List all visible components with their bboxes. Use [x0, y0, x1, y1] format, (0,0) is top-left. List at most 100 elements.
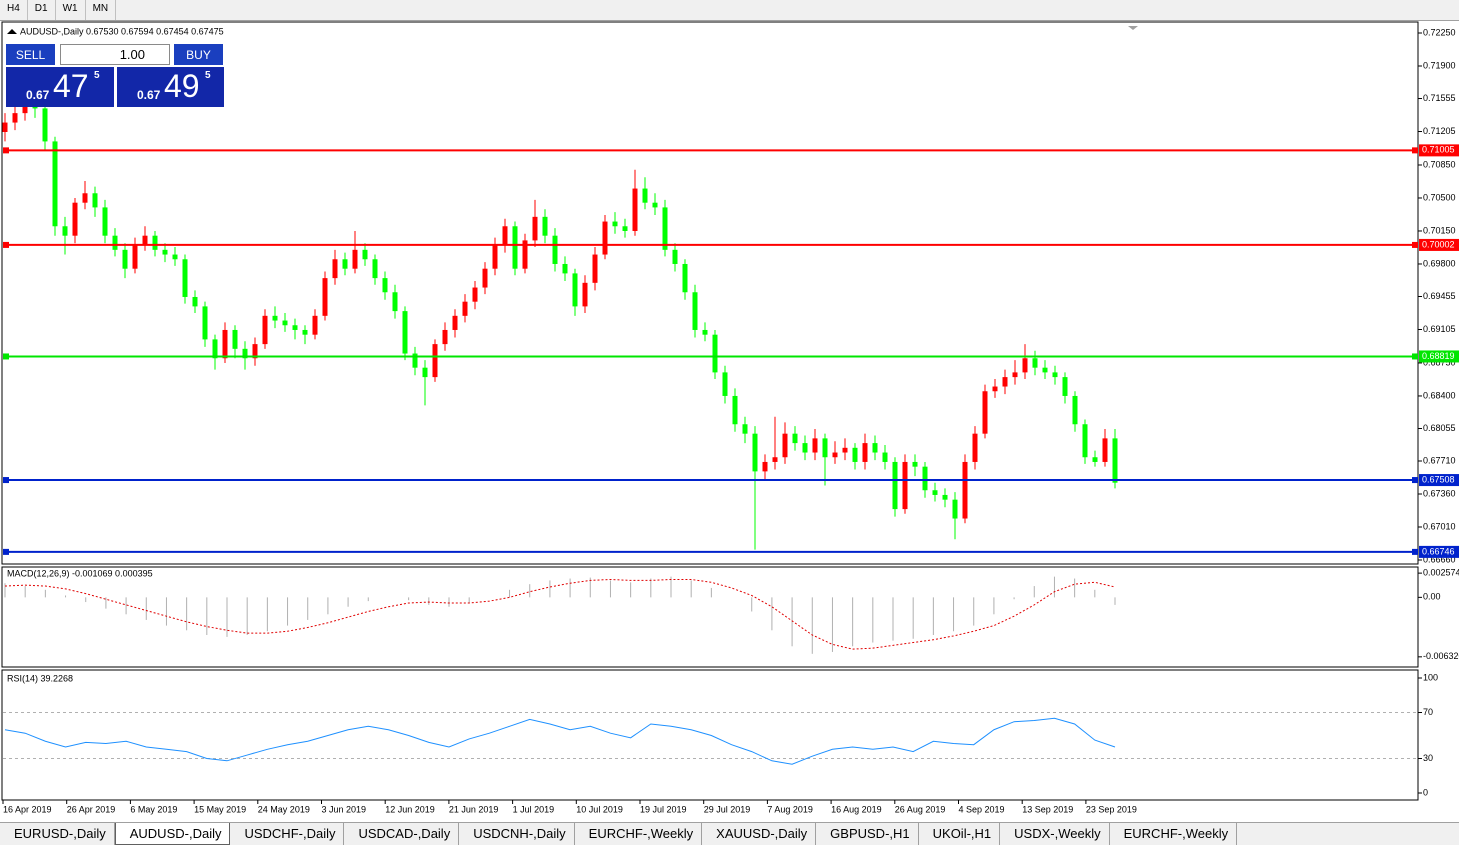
- candle-body: [42, 108, 48, 142]
- level-label-bg: [1419, 238, 1459, 251]
- y-tick-label: 0.70850: [1423, 159, 1456, 169]
- symbol-tab[interactable]: AUDUSD-,Daily: [114, 823, 231, 845]
- candle-body: [162, 249, 168, 255]
- timeframe-tab[interactable]: H4: [0, 0, 28, 20]
- candle-body: [522, 240, 528, 269]
- level-handle: [1412, 477, 1418, 484]
- timeframe-tab[interactable]: D1: [28, 0, 56, 20]
- lot-input[interactable]: 1.00: [60, 44, 170, 65]
- level-handle: [3, 147, 9, 154]
- candle-body: [1112, 438, 1118, 483]
- candle-body: [222, 329, 228, 359]
- candle-body: [172, 254, 178, 260]
- candle-body: [572, 273, 578, 307]
- candle-body: [462, 301, 468, 316]
- buy-button[interactable]: BUY: [174, 44, 223, 65]
- candle-body: [52, 141, 58, 227]
- candle-body: [612, 221, 618, 227]
- macd-signal: [4, 578, 1116, 650]
- candle-body: [422, 367, 428, 378]
- x-tick-label: 16 Aug 2019: [831, 804, 882, 814]
- candle-body: [932, 490, 938, 495]
- symbol-tab[interactable]: EURCHF-,Weekly: [575, 823, 703, 845]
- candle-body: [532, 216, 538, 241]
- candle-body: [562, 263, 568, 274]
- x-tick-label: 15 May 2019: [194, 804, 246, 814]
- symbol-tab[interactable]: EURCHF-,Weekly: [1110, 823, 1238, 845]
- macd-pane: [1, 566, 1419, 668]
- candle-body: [12, 113, 18, 123]
- symbol-tab[interactable]: GBPUSD-,H1: [816, 823, 919, 845]
- symbol-tab[interactable]: USDCAD-,Daily: [344, 823, 460, 845]
- candle-body: [72, 202, 78, 236]
- y-tick-label: 0.71205: [1423, 126, 1456, 136]
- candle-body: [662, 207, 668, 250]
- candle-body: [392, 292, 398, 312]
- bid-pips: 47: [53, 68, 89, 104]
- candle-body: [822, 438, 828, 458]
- level-handle: [1412, 241, 1418, 248]
- candle-body: [192, 296, 198, 307]
- candle-body: [652, 202, 658, 208]
- one-click-trading: SELL 1.00 BUY 0.67 47 5 0.67 49 5: [5, 43, 224, 107]
- candle-body: [982, 391, 988, 434]
- candle-body: [1042, 367, 1048, 373]
- candle-body: [182, 259, 188, 297]
- candle-body: [362, 249, 368, 260]
- candle-body: [872, 443, 878, 453]
- candle-body: [502, 226, 508, 246]
- candle-body: [382, 278, 388, 293]
- symbol-tab[interactable]: EURUSD-,Daily: [0, 823, 115, 845]
- x-tick-label: 3 Jun 2019: [322, 804, 367, 814]
- candle-body: [682, 263, 688, 293]
- candle-body: [1092, 457, 1098, 462]
- candle-body: [272, 315, 278, 321]
- candle-body: [1082, 424, 1088, 458]
- candle-body: [82, 193, 88, 203]
- level-label-bg: [1419, 545, 1459, 558]
- candle-body: [752, 433, 758, 472]
- ask-price[interactable]: 0.67 49 5: [117, 67, 224, 107]
- candle-body: [442, 329, 448, 345]
- y-tick-label: 0.00: [1423, 592, 1441, 602]
- x-tick-label: 12 Jun 2019: [385, 804, 435, 814]
- y-tick-label: 0.70500: [1423, 192, 1456, 202]
- macd-label: MACD(12,26,9) -0.001069 0.000395: [7, 568, 153, 578]
- timeframe-tab[interactable]: MN: [86, 0, 117, 20]
- symbol-tab[interactable]: USDCHF-,Daily: [230, 823, 345, 845]
- timeframe-tab[interactable]: W1: [56, 0, 86, 20]
- symbol-tab[interactable]: USDCNH-,Daily: [459, 823, 575, 845]
- candle-body: [512, 226, 518, 269]
- candle-body: [732, 395, 738, 425]
- y-tick-label: 0.72250: [1423, 27, 1456, 37]
- level-label-bg: [1419, 350, 1459, 363]
- symbol-tab[interactable]: UKOil-,H1: [919, 823, 1001, 845]
- symbol-tab[interactable]: USDX-,Weekly: [1000, 823, 1110, 845]
- candle-body: [1002, 377, 1008, 387]
- y-tick-label: 0.69455: [1423, 291, 1456, 301]
- symbol-tab[interactable]: XAUUSD-,Daily: [702, 823, 817, 845]
- candle-body: [902, 461, 908, 510]
- level-handle: [3, 548, 9, 555]
- bid-price[interactable]: 0.67 47 5: [6, 67, 114, 107]
- candle-body: [1062, 377, 1068, 396]
- candle-body: [232, 329, 238, 349]
- candle-body: [602, 221, 608, 255]
- candle-body: [332, 259, 338, 279]
- candle-body: [152, 235, 158, 250]
- candle-body: [592, 254, 598, 283]
- candle-body: [772, 457, 778, 462]
- candle-body: [722, 372, 728, 396]
- level-label: 0.71005: [1422, 145, 1455, 155]
- candle-body: [1012, 372, 1018, 378]
- level-handle: [3, 353, 9, 360]
- x-tick-label: 24 May 2019: [258, 804, 310, 814]
- candle-body: [632, 188, 638, 231]
- candle-body: [302, 329, 308, 335]
- y-tick-label: 0.002574: [1423, 568, 1459, 578]
- candle-body: [262, 315, 268, 345]
- x-tick-label: 23 Sep 2019: [1086, 804, 1137, 814]
- sell-button[interactable]: SELL: [6, 44, 55, 65]
- candle-body: [952, 499, 958, 519]
